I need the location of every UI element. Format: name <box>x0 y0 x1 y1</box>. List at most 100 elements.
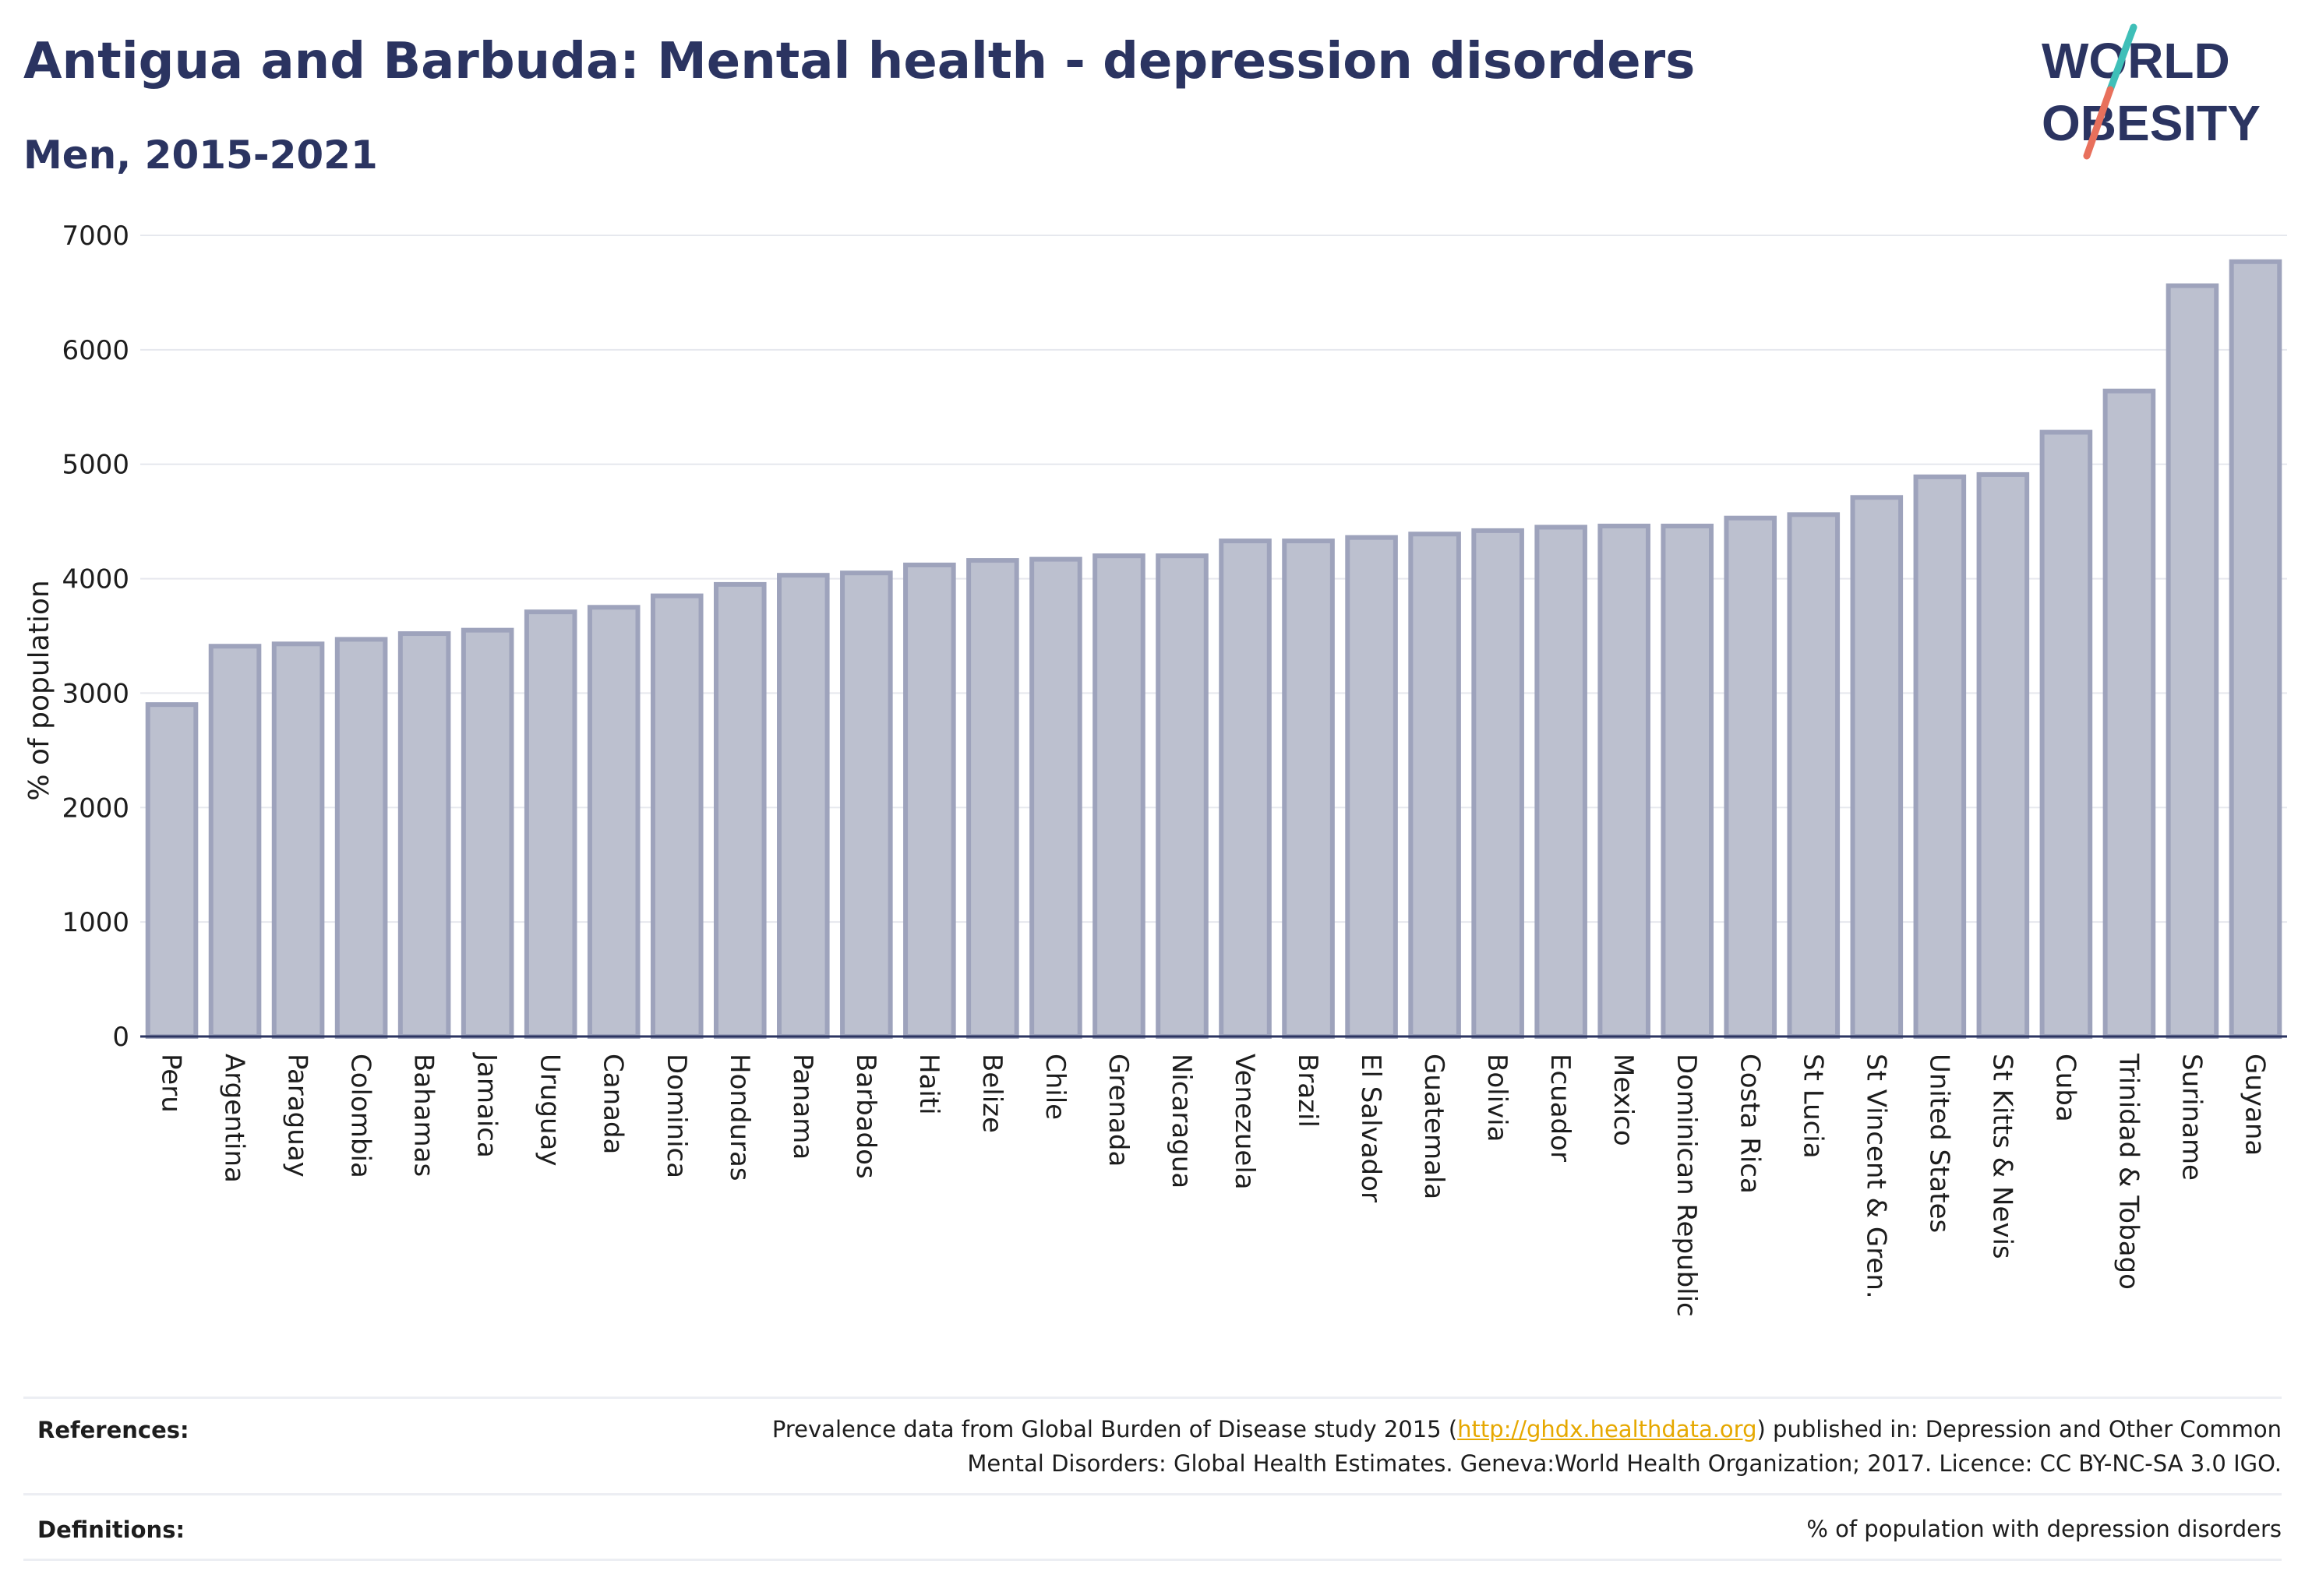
y-tick-label: 0 <box>112 1022 129 1053</box>
y-axis-label: % of population <box>23 580 55 800</box>
references-text-before: Prevalence data from Global Burden of Di… <box>771 1416 1458 1442</box>
bar <box>2229 259 2282 1039</box>
x-tick-label: United States <box>1923 1054 1954 1233</box>
x-tick-label: Canada <box>598 1054 629 1154</box>
world-obesity-logo: WORLD OBESITY <box>2042 23 2261 160</box>
bar <box>271 641 325 1040</box>
logo-slash-coral-icon <box>2083 86 2114 160</box>
bar <box>1976 471 2030 1039</box>
references-text: Prevalence data from Global Burden of Di… <box>772 1412 2282 1481</box>
bar <box>713 581 767 1039</box>
footer-divider-bottom <box>23 1559 2282 1561</box>
x-tick-label: Paraguay <box>282 1054 313 1178</box>
references-text-after: ) published in: Depression and Other Com… <box>1756 1416 2282 1442</box>
logo-slash-teal-icon <box>2106 23 2137 94</box>
definitions-section: Definitions: % of population with depres… <box>23 1512 2282 1551</box>
bar <box>1913 474 1967 1039</box>
bar <box>524 609 577 1039</box>
footer-divider-middle <box>23 1493 2282 1495</box>
x-tick-label: Suriname <box>2176 1054 2207 1181</box>
x-tick-label: Guatemala <box>1418 1054 1449 1199</box>
y-tick-label: 5000 <box>62 450 129 481</box>
x-tick-label: Nicaragua <box>1166 1054 1197 1188</box>
bar <box>777 573 830 1039</box>
x-tick-label: Haiti <box>913 1054 944 1115</box>
bar <box>461 627 514 1039</box>
chart-title: Antigua and Barbuda: Mental health - dep… <box>23 33 1696 90</box>
bar <box>840 570 893 1039</box>
bar <box>1092 553 1145 1039</box>
y-tick-label: 6000 <box>62 335 129 366</box>
x-tick-label: Dominica <box>661 1054 692 1178</box>
bar <box>1156 553 1209 1039</box>
x-tick-label: Peru <box>156 1054 187 1113</box>
x-tick-label: Guyana <box>2239 1054 2270 1156</box>
y-tick-label: 2000 <box>62 793 129 824</box>
footer-divider-top <box>23 1396 2282 1399</box>
bar <box>1408 531 1461 1039</box>
bar <box>1724 515 1777 1039</box>
bar <box>334 637 388 1039</box>
x-tick-label: Costa Rica <box>1734 1054 1765 1194</box>
x-tick-label: Barbados <box>850 1054 881 1179</box>
bar <box>1345 535 1398 1039</box>
x-tick-label: St Vincent & Gren. <box>1860 1054 1891 1299</box>
x-tick-label: Ecuador <box>1544 1054 1576 1162</box>
x-tick-label: Dominican Republic <box>1671 1054 1702 1317</box>
y-tick-label: 4000 <box>62 564 129 595</box>
y-tick-label: 1000 <box>62 907 129 938</box>
bar <box>1597 524 1650 1039</box>
x-tick-label: Venezuela <box>1229 1054 1260 1190</box>
bar <box>1282 538 1335 1039</box>
references-section: References: Prevalence data from Global … <box>23 1412 2282 1490</box>
x-tick-label: Panama <box>787 1054 818 1160</box>
x-tick-label: St Kitts & Nevis <box>1986 1054 2017 1259</box>
bar <box>966 558 1019 1039</box>
bar <box>1471 528 1524 1039</box>
x-tick-label: Grenada <box>1103 1054 1134 1167</box>
logo-line1: WORLD <box>2042 33 2230 89</box>
references-line2: Mental Disorders: Global Health Estimate… <box>967 1450 2282 1477</box>
references-label: References: <box>37 1417 189 1443</box>
bar <box>1534 524 1587 1039</box>
y-tick-label: 7000 <box>62 221 129 252</box>
x-tick-label: Cuba <box>2049 1054 2081 1122</box>
x-axis-ticks: Peru Argentina Paraguay Colombia Bahamas Jama… <box>156 1052 2271 1317</box>
x-tick-label: El Salvador <box>1355 1054 1386 1202</box>
bar <box>2039 429 2093 1039</box>
bar <box>2166 283 2219 1040</box>
bars <box>145 259 2282 1040</box>
x-tick-label: Chile <box>1040 1054 1071 1120</box>
logo-line2: OBESITY <box>2042 95 2261 151</box>
bar <box>903 562 956 1039</box>
x-tick-label: St Lucia <box>1797 1054 1828 1159</box>
bar <box>1029 556 1082 1039</box>
references-link[interactable]: http://ghdx.healthdata.org <box>1457 1416 1757 1442</box>
x-tick-label: Bahamas <box>408 1054 439 1177</box>
bar <box>208 644 262 1040</box>
x-tick-label: Argentina <box>219 1054 250 1183</box>
x-tick-label: Honduras <box>724 1054 755 1181</box>
x-tick-label: Trinidad & Tobago <box>2113 1053 2144 1290</box>
bar <box>145 702 199 1039</box>
definitions-text: % of population with depression disorder… <box>1806 1516 2282 1542</box>
definitions-label: Definitions: <box>37 1517 185 1543</box>
y-tick-label: 3000 <box>62 678 129 709</box>
bar <box>2102 388 2156 1039</box>
chart-subtitle: Men, 2015-2021 <box>23 132 378 178</box>
bar <box>1219 538 1272 1039</box>
bar <box>587 605 641 1039</box>
x-tick-label: Bolivia <box>1481 1054 1513 1142</box>
y-axis-ticks: 0 1000 2000 3000 4000 5000 6000 7000 <box>62 221 129 1053</box>
x-tick-label: Brazil <box>1292 1054 1323 1128</box>
bar <box>1850 495 1904 1039</box>
x-tick-label: Belize <box>976 1054 1008 1133</box>
x-tick-label: Colombia <box>345 1054 376 1178</box>
bar <box>1661 524 1714 1039</box>
x-tick-label: Uruguay <box>535 1054 566 1167</box>
bar-chart: 0 1000 2000 3000 4000 5000 6000 7000 Peru Argent… <box>23 221 2287 1317</box>
bar <box>1787 512 1841 1039</box>
x-tick-label: Jamaica <box>471 1052 503 1158</box>
bar <box>397 631 451 1039</box>
bar <box>650 593 704 1039</box>
